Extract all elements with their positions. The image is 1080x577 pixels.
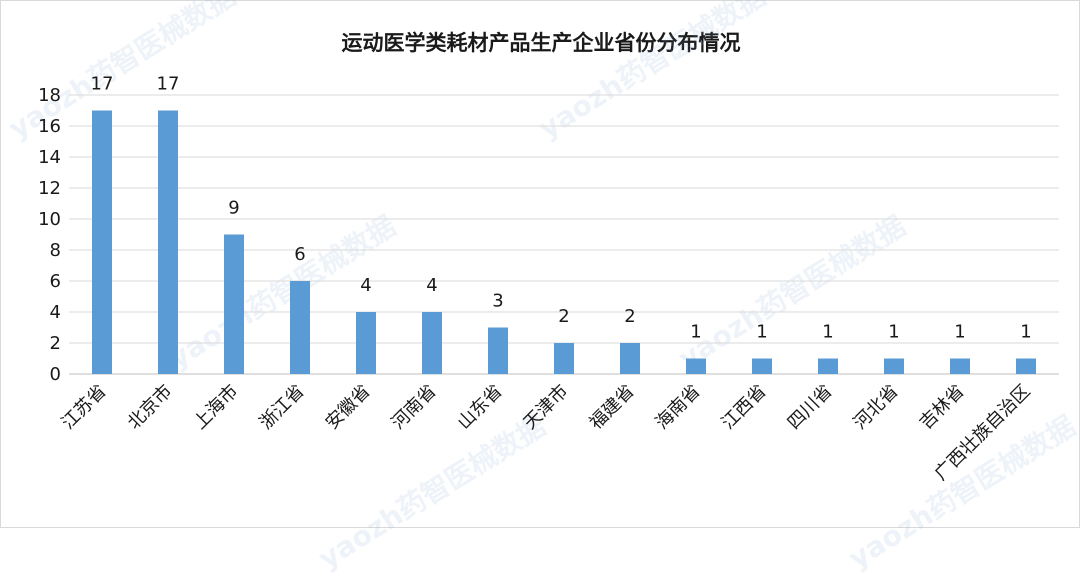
data-labels: 17 17 9 6 4 4 3 2 2 1 1 1 1 1 1 [91,74,1032,343]
y-tick-label: 0 [50,364,61,385]
y-tick-label: 12 [38,178,61,199]
data-label: 1 [954,322,965,343]
y-tick-label: 6 [50,271,61,292]
x-category-label: 江苏省 [58,381,111,434]
x-axis-categories: 江苏省 北京市 上海市 浙江省 安徽省 河南省 山东省 天津市 福建省 海南省 江西省 四川省 河北省吉… [58,381,1035,485]
x-category-label: 江西省 [718,381,771,434]
y-tick-label: 10 [38,209,61,230]
x-category-label: 北京市 [124,381,177,434]
x-category-label: 海南省 [652,381,705,434]
bar [488,327,508,374]
bar [884,358,904,374]
data-label: 9 [228,198,239,219]
data-label: 17 [91,74,114,95]
bar-chart: 0 2 4 6 8 10 12 14 16 18 17 17 9 6 4 4 3 2 2 1 1 1 1 1 1 江苏省 北京市… [38,74,1059,485]
data-label: 1 [888,322,899,343]
y-tick-label: 16 [38,116,61,137]
data-label: 17 [157,74,180,95]
data-label: 2 [624,306,635,327]
bar [422,312,442,374]
y-tick-label: 8 [50,240,61,261]
x-category-label: 吉林省 [916,381,969,434]
data-label: 4 [426,275,437,296]
bar [686,358,706,374]
x-category-label: 天津市 [520,381,573,434]
bar [752,358,772,374]
data-label: 1 [1020,322,1031,343]
data-label: 3 [492,291,503,312]
y-axis-ticks: 0 2 4 6 8 10 12 14 16 18 [38,85,61,385]
x-category-label: 福建省 [586,381,639,434]
chart-title: 运动医学类耗材产品生产企业省份分布情况 [341,31,741,55]
bar [950,358,970,374]
y-tick-label: 14 [38,147,61,168]
data-label: 4 [360,275,371,296]
data-label: 1 [756,322,767,343]
data-label: 1 [690,322,701,343]
y-tick-label: 4 [50,302,61,323]
x-category-label: 河北省 [850,381,903,434]
x-category-label: 浙江省 [256,381,309,434]
x-category-label: 上海市 [190,381,243,434]
bar [224,234,244,374]
bar [158,110,178,374]
bar [620,343,640,374]
y-tick-label: 2 [50,333,61,354]
bar [290,281,310,374]
bar [818,358,838,374]
bar [356,312,376,374]
bar [92,110,112,374]
grid-lines [69,94,1059,375]
x-category-label: 四川省 [784,381,837,434]
data-label: 6 [294,244,305,265]
y-tick-label: 18 [38,85,61,106]
x-category-label: 河南省 [388,381,441,434]
x-category-label: 安徽省 [322,381,375,434]
bars [92,110,1036,374]
data-label: 1 [822,322,833,343]
x-category-label: 山东省 [454,381,507,434]
bar [554,343,574,374]
bar [1016,358,1036,374]
data-label: 2 [558,306,569,327]
